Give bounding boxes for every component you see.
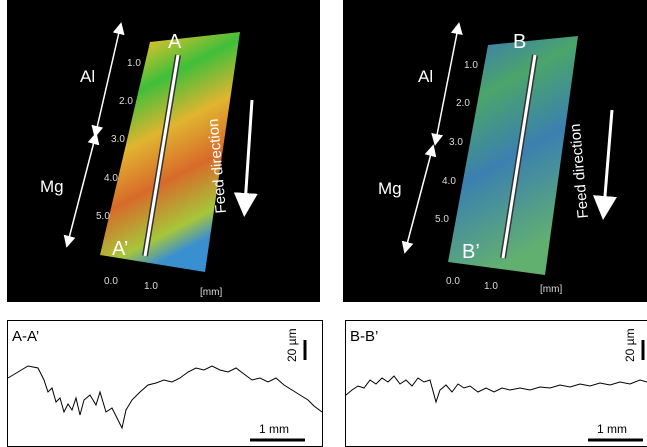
unit-label: [mm] <box>200 287 222 298</box>
length-scale-label: 1 mm <box>597 422 627 436</box>
unit-label: [mm] <box>540 284 562 295</box>
width-tick: 1.0 <box>144 281 158 292</box>
section-label: B <box>513 31 526 53</box>
surface-map <box>100 32 240 272</box>
profile-title: A-A’ <box>12 328 39 345</box>
section-line <box>143 54 180 257</box>
length-tick: 5.0 <box>435 214 449 225</box>
width-tick: 0.0 <box>446 276 460 287</box>
surface-panel-b: B B’ Al Mg 1.0 2.0 3.0 4.0 5.0 0.0 1.0 [… <box>343 0 647 302</box>
length-tick: 4.0 <box>442 176 456 187</box>
feed-arrow <box>233 99 258 217</box>
zone-label: Al <box>418 67 433 86</box>
length-tick: 4.0 <box>104 173 118 184</box>
zone-label: Mg <box>378 179 402 198</box>
section-label: B’ <box>462 241 480 263</box>
profile-a: A-A’ 20 µm 1 mm <box>7 320 323 447</box>
length-scale-label: 1 mm <box>259 422 289 436</box>
profile-frame <box>7 320 323 447</box>
length-tick: 5.0 <box>96 211 110 222</box>
height-scale-label: 20 µm <box>285 328 299 362</box>
section-line <box>501 54 537 259</box>
zone-label: Al <box>80 67 95 86</box>
length-tick: 1.0 <box>464 60 478 71</box>
length-tick: 3.0 <box>111 134 125 145</box>
surface-map <box>448 36 578 275</box>
surface-panel-a: A A’ Al Mg 1.0 2.0 3.0 4.0 5.0 0.0 1.0 [… <box>7 0 320 302</box>
length-tick: 2.0 <box>119 96 133 107</box>
profile-line <box>7 365 323 430</box>
profile-line <box>345 375 647 404</box>
section-label: A <box>168 31 182 53</box>
profile-title: B-B’ <box>350 328 378 345</box>
height-scale-label: 20 µm <box>623 328 637 362</box>
length-tick: 1.0 <box>127 58 141 69</box>
zone-arrow <box>431 22 463 146</box>
zone-arrow <box>63 132 100 248</box>
length-tick: 2.0 <box>456 98 470 109</box>
width-tick: 0.0 <box>104 276 118 287</box>
length-tick: 3.0 <box>449 137 463 148</box>
zone-arrow <box>91 22 125 138</box>
zone-label: Mg <box>40 177 64 196</box>
feed-arrow <box>593 109 617 220</box>
zone-arrow <box>401 144 437 254</box>
section-label: A’ <box>112 238 128 260</box>
width-tick: 1.0 <box>484 281 498 292</box>
profile-b: B-B’ 20 µm 1 mm <box>345 320 647 447</box>
